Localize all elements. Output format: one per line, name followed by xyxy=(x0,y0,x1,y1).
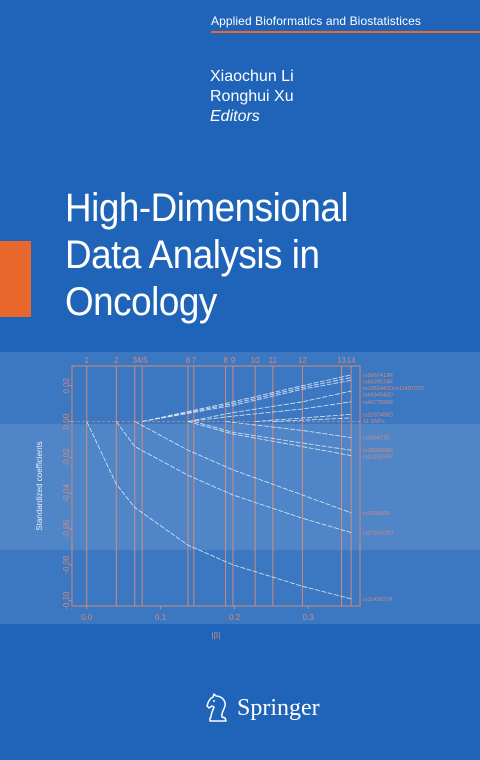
x-tick-label: 0.1 xyxy=(155,613,167,622)
y-tick-label: 0.02 xyxy=(62,377,71,393)
y-tick-label: 0.00 xyxy=(62,413,71,429)
series-label: rs2287499D xyxy=(363,412,393,418)
series-label: 51 SNPs xyxy=(363,419,385,425)
editor-name-2: Ronghui Xu xyxy=(210,88,294,105)
coefficient-path xyxy=(193,421,352,451)
coefficient-path xyxy=(272,417,352,422)
plot-canvas: 1 2 3 4/5 6 7 8 9 10 11 12 13 140.020.00-0.02-0.04-0… xyxy=(35,356,424,640)
y-tick-label: -0.10 xyxy=(62,591,71,610)
coefficient-path xyxy=(142,374,352,422)
y-tick-label: -0.02 xyxy=(62,448,71,467)
y-tick-label: -0.04 xyxy=(62,483,71,502)
decor-band-top xyxy=(0,352,480,424)
series-label: rs2181874R xyxy=(363,455,393,461)
coefficient-path xyxy=(255,413,352,422)
y-tick-label: -0.08 xyxy=(62,555,71,574)
step-label: 8 xyxy=(223,356,228,365)
step-label: 10 xyxy=(251,356,260,365)
editors-block: Xiaochun Li Ronghui Xu Editors xyxy=(210,67,294,127)
series-label: rs6494540D xyxy=(363,392,393,398)
step-label: 7 xyxy=(192,356,197,365)
y-tick-label: -0.06 xyxy=(62,519,71,538)
series-label: rs6929574R xyxy=(363,379,393,385)
step-label: 6 xyxy=(186,356,191,365)
coefficient-path xyxy=(142,377,352,422)
book-title-line-1: High-Dimensional xyxy=(65,186,349,230)
plot-frame xyxy=(71,365,361,607)
coefficient-path xyxy=(115,421,352,533)
book-title-line-2: Data Analysis in xyxy=(65,233,320,277)
knight-chess-piece-icon xyxy=(206,693,227,722)
coefficient-path xyxy=(86,421,352,600)
series-title: Applied Bioformatics and Biostatistices xyxy=(211,14,421,28)
step-label: 13 xyxy=(337,356,346,365)
series-label: rs258417D xyxy=(363,436,390,442)
book-title: High-Dimensional Data Analysis in Oncolo… xyxy=(65,185,433,326)
series-label: rs1052442D/rs1149707D xyxy=(363,386,424,392)
decor-band-middle xyxy=(0,424,480,550)
coefficient-path xyxy=(187,390,352,422)
coefficient-path xyxy=(134,421,352,514)
series-label: rs1143627R xyxy=(363,597,393,603)
editor-name-1: Xiaochun Li xyxy=(210,68,294,85)
y-axis-label: Standardized coefficients xyxy=(35,441,44,530)
series-label: rs5667412R xyxy=(363,373,393,379)
series-label: rs2756109D xyxy=(363,531,393,537)
decor-band-bottom xyxy=(0,550,480,624)
series-label: rs703842R xyxy=(363,511,390,517)
step-label: 11 xyxy=(269,356,278,365)
series-label: rs4077829R xyxy=(363,400,393,406)
lasso-path-plot: 1 2 3 4/5 6 7 8 9 10 11 12 13 14 0.02 0.00 -0.02 -0.04 -0… xyxy=(30,352,450,642)
coefficient-path xyxy=(225,421,352,439)
coefficient-path xyxy=(187,421,352,456)
x-tick-label: 0.3 xyxy=(303,613,315,622)
series-rule xyxy=(211,31,480,33)
publisher-logo: Springer xyxy=(205,693,320,723)
step-label: 12 xyxy=(298,356,307,365)
series-label: rs2809668R xyxy=(363,448,393,454)
coefficient-path xyxy=(142,379,352,422)
book-title-line-3: Oncology xyxy=(65,280,217,324)
publisher-name: Springer xyxy=(237,694,320,721)
coefficient-path xyxy=(187,401,352,422)
step-label: 9 xyxy=(231,356,236,365)
step-label: 2 xyxy=(114,356,119,365)
step-label: 1 xyxy=(85,356,90,365)
accent-bar xyxy=(0,241,31,317)
step-label: 4/5 xyxy=(137,356,149,365)
step-label: 14 xyxy=(347,356,356,365)
x-tick-label: 0.2 xyxy=(229,613,241,622)
editors-role: Editors xyxy=(210,108,260,125)
step-label: 3 xyxy=(133,356,138,365)
x-axis-label: |β| xyxy=(212,631,221,640)
x-tick-label: 0.0 xyxy=(81,613,93,622)
